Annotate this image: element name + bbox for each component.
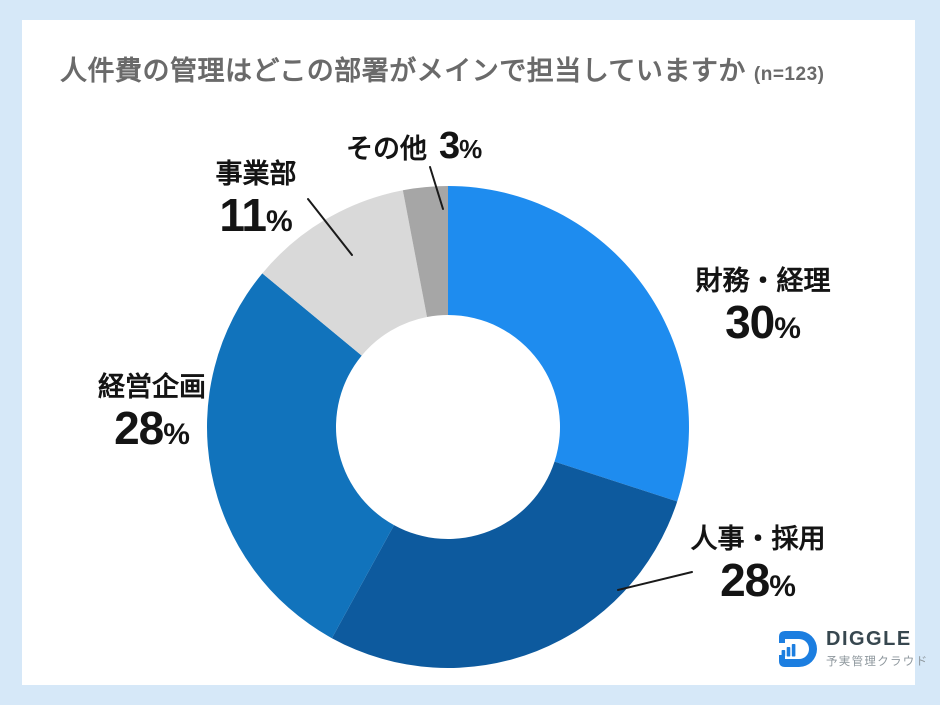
leader-line-hr-recruiting <box>617 571 693 591</box>
segment-name: 財務・経理 <box>695 266 831 296</box>
chart-title: 人件費の管理はどこの部署がメインで担当していますか (n=123) <box>60 55 900 87</box>
donut-segment-business-division <box>262 190 428 356</box>
diggle-logo-text: DIGGLE 予実管理クラウド <box>826 629 928 669</box>
donut-segment-corporate-planning <box>207 273 395 639</box>
segment-percent: 11% <box>219 189 293 242</box>
segment-percent: 30% <box>725 296 801 349</box>
donut-segment-finance <box>448 186 689 502</box>
chart-title-text: 人件費の管理はどこの部署がメインで担当していますか <box>60 56 746 86</box>
segment-label-business-division: 事業部 11% <box>196 159 316 239</box>
diggle-logo-tagline: 予実管理クラウド <box>826 656 929 668</box>
donut-segment-other <box>402 186 448 317</box>
segment-name: 経営企画 <box>98 372 206 402</box>
diggle-logo-icon <box>779 631 817 667</box>
segment-percent: 28% <box>720 554 796 607</box>
sample-size: (n=123) <box>753 64 825 85</box>
segment-label-finance: 財務・経理 30% <box>688 266 838 346</box>
diggle-logo: DIGGLE 予実管理クラウド <box>777 629 928 669</box>
segment-name: 事業部 <box>215 159 297 189</box>
segment-name: その他 <box>346 134 427 164</box>
donut-segment-hr-recruiting <box>331 461 678 668</box>
leader-line-business-division <box>307 198 353 256</box>
leader-line-other <box>429 166 444 210</box>
segment-percent: 3% <box>439 125 483 167</box>
diggle-logo-wordmark: DIGGLE <box>826 628 912 650</box>
segment-label-corporate-planning: 経営企画 28% <box>77 372 227 452</box>
segment-percent: 28% <box>114 402 190 455</box>
segment-label-other: その他 3% <box>346 126 482 167</box>
donut-segments <box>207 186 689 668</box>
segment-label-hr-recruiting: 人事・採用 28% <box>683 524 833 604</box>
segment-name: 人事・採用 <box>690 524 826 554</box>
